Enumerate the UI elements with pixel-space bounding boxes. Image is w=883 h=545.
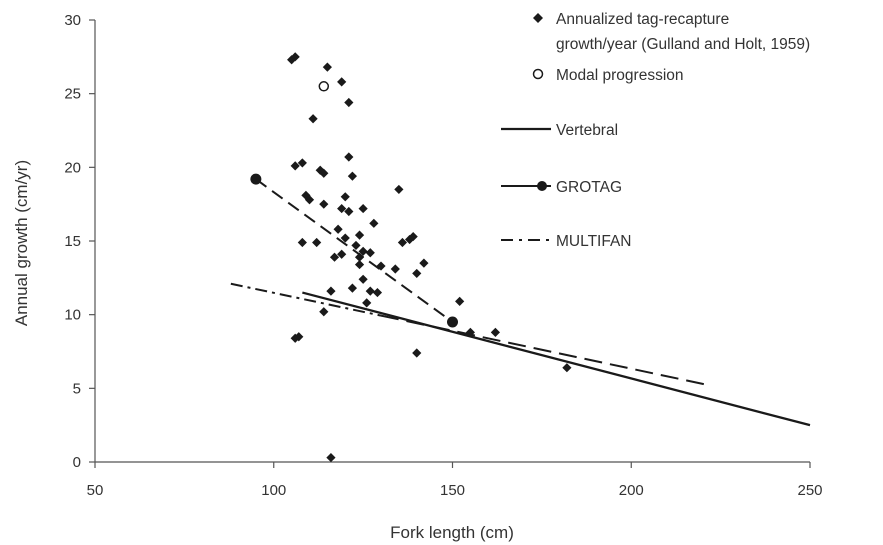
tag-recapture-point xyxy=(297,158,307,168)
tag-recapture-point xyxy=(337,77,347,87)
tag-recapture-point xyxy=(405,234,415,245)
tag-recapture-point xyxy=(319,199,329,209)
tag-recapture-point xyxy=(490,327,500,337)
legend-grotag: GROTAG xyxy=(556,179,622,196)
tag-recapture-point xyxy=(351,240,361,251)
tag-recapture-point xyxy=(344,206,354,217)
tag-recapture-point xyxy=(347,171,357,181)
tag-recapture-point xyxy=(365,248,375,258)
tag-recapture-point xyxy=(394,184,404,195)
tag-recapture-point xyxy=(344,97,354,108)
legend-multifan: MULTIFAN xyxy=(556,233,632,250)
x-tick-label: 100 xyxy=(261,482,286,499)
tag-recapture-point xyxy=(337,249,347,259)
tag-recapture-point xyxy=(337,203,347,214)
y-tick-label: 5 xyxy=(73,380,81,397)
grotag-line xyxy=(255,178,454,323)
tag-recapture-point xyxy=(333,224,343,234)
tag-recapture-point xyxy=(304,195,315,205)
tag-recapture-point xyxy=(326,452,336,463)
tag-recapture-point xyxy=(412,268,422,279)
tag-recapture-point xyxy=(312,237,322,248)
multifan-line xyxy=(230,282,382,317)
legend-grotag-dot xyxy=(537,181,547,191)
grotag-endpoint xyxy=(250,173,262,185)
tag-recapture-point xyxy=(319,307,329,317)
modal-progression-point xyxy=(318,81,330,92)
tag-recapture-point xyxy=(322,62,332,72)
tag-recapture-point xyxy=(301,190,311,200)
tag-recapture-point xyxy=(315,165,325,175)
tag-recapture-point xyxy=(290,52,300,62)
tag-recapture-point xyxy=(358,274,368,284)
tag-recapture-point xyxy=(376,261,386,271)
legend-modal: Modal progression xyxy=(556,67,684,84)
tag-recapture-point xyxy=(465,327,475,337)
legend: Annualized tag-recapture growth/year (Gu… xyxy=(501,11,810,250)
y-tick-label: 10 xyxy=(64,307,81,324)
data-points xyxy=(287,52,572,463)
tag-recapture-point xyxy=(340,233,350,243)
axes xyxy=(94,20,810,463)
tag-recapture-point xyxy=(354,230,365,240)
tag-recapture-point xyxy=(358,246,368,256)
y-tick-label: 30 xyxy=(64,12,81,29)
tag-recapture-point xyxy=(397,237,408,248)
tag-recapture-point xyxy=(290,161,300,171)
tag-recapture-point xyxy=(372,287,383,298)
y-tick-label: 15 xyxy=(64,233,81,250)
grotag-endpoint xyxy=(447,316,458,328)
tag-recapture-point xyxy=(329,252,340,262)
axis-ticks: 50 100 150 200 250 0 5 10 15 20 25 30 xyxy=(64,12,822,499)
x-axis-title: Fork length (cm) xyxy=(390,523,514,542)
legend-diamond-marker xyxy=(533,13,543,23)
tag-recapture-point xyxy=(308,114,318,124)
tag-recapture-point xyxy=(358,203,368,214)
tag-recapture-point xyxy=(347,283,357,293)
legend-open-circle-marker xyxy=(532,68,544,80)
legend-tag-line1: Annualized tag-recapture xyxy=(556,11,729,28)
tag-recapture-point xyxy=(408,231,418,242)
fit-lines xyxy=(230,173,811,427)
tag-recapture-point xyxy=(455,296,465,307)
tag-recapture-point xyxy=(362,298,372,308)
tag-recapture-point xyxy=(354,252,365,262)
vertebral-line xyxy=(302,291,811,427)
tag-recapture-point xyxy=(344,152,354,162)
y-tick-label: 20 xyxy=(64,159,81,176)
x-tick-label: 150 xyxy=(440,482,465,499)
legend-tag-line2: growth/year (Gulland and Holt, 1959) xyxy=(556,36,810,53)
tag-recapture-point xyxy=(390,264,400,274)
tag-recapture-point xyxy=(412,348,422,358)
tag-recapture-point xyxy=(297,237,307,248)
tag-recapture-point xyxy=(365,286,375,296)
y-axis-title: Annual growth (cm/yr) xyxy=(12,160,31,326)
tag-recapture-point xyxy=(354,259,365,270)
y-tick-label: 25 xyxy=(64,86,81,103)
tag-recapture-point xyxy=(326,286,336,296)
y-tick-label: 0 xyxy=(73,454,81,471)
tag-recapture-point xyxy=(369,218,379,228)
legend-vertebral: Vertebral xyxy=(556,122,618,139)
multifan-line xyxy=(380,314,711,387)
x-tick-label: 50 xyxy=(87,482,104,499)
x-tick-label: 250 xyxy=(797,482,822,499)
tag-recapture-point xyxy=(562,363,572,373)
tag-recapture-point xyxy=(319,168,329,178)
x-tick-label: 200 xyxy=(619,482,644,499)
tag-recapture-point xyxy=(294,332,304,342)
tag-recapture-point xyxy=(340,192,350,202)
tag-recapture-point xyxy=(419,258,429,268)
